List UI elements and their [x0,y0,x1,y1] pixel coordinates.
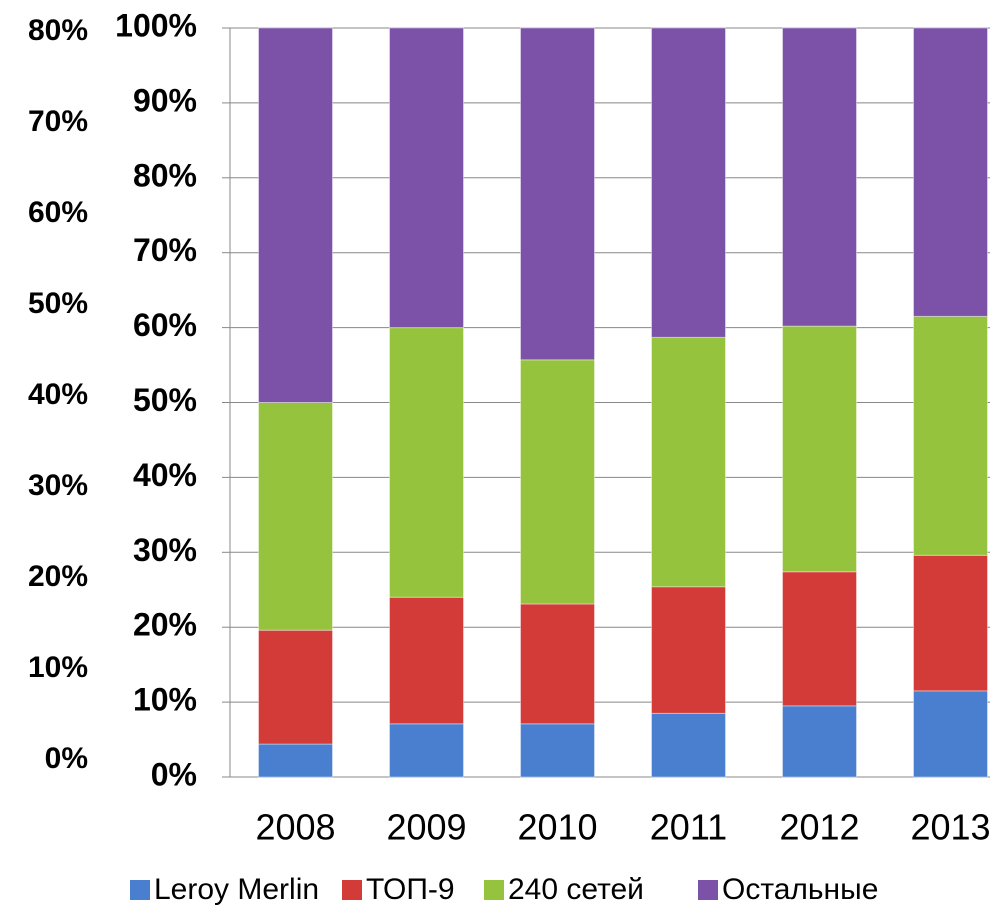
y-tick-label: 0% [151,756,197,792]
bar-segment [520,723,595,778]
bar-segment [389,327,464,598]
y2-tick-label: 20% [28,560,88,593]
bar-segment [913,554,988,692]
bar-segment [389,723,464,778]
y2-tick-label: 50% [28,287,88,320]
bar-segment [782,705,857,778]
y2-tick-label: 30% [28,469,88,502]
legend-label: Leroy Merlin [154,873,319,906]
y-tick-label: 100% [115,7,197,43]
legend-swatch [484,880,504,900]
y-tick-label: 80% [133,157,197,193]
bar-segment [782,325,857,573]
bar-segment [389,27,464,329]
legend-swatch [130,880,150,900]
bar-segment [651,586,726,714]
y2-tick-label: 10% [28,651,88,684]
y-tick-label: 30% [133,532,197,568]
x-tick-label: 2008 [255,807,335,848]
y-tick-label: 60% [133,307,197,343]
bar-segment [520,359,595,605]
bar-segment [651,712,726,778]
y2-tick-label: 70% [28,105,88,138]
y2-tick-label: 40% [28,378,88,411]
bar-segment [913,690,988,778]
y-tick-label: 10% [133,682,197,718]
bar-segment [782,27,857,327]
y2-tick-label: 80% [28,14,88,47]
bar-segment [520,603,595,725]
bar-segment [913,315,988,556]
x-tick-label: 2012 [779,807,859,848]
bar-segment [258,27,333,403]
bar-segment [651,336,726,588]
x-tick-label: 2013 [910,807,990,848]
legend-label: ТОП-9 [366,873,455,906]
y-tick-label: 90% [133,82,197,118]
y2-tick-label: 0% [45,742,88,775]
x-tick-label: 2009 [386,807,466,848]
y2-tick-label: 60% [28,196,88,229]
legend-label: Остальные [722,873,878,906]
bar-segment [258,629,333,745]
bar-segment [389,596,464,725]
legend-swatch [698,880,718,900]
legend-label: 240 сетей [508,873,644,906]
bar-segment [913,27,988,317]
bar-segment [258,743,333,778]
y-tick-label: 20% [133,607,197,643]
bar-segment [258,402,333,631]
y-tick-label: 70% [133,232,197,268]
bar-segment [782,571,857,707]
bar-segment [651,27,726,338]
y-tick-label: 40% [133,457,197,493]
bar-segment [520,27,595,361]
x-tick-label: 2010 [517,807,597,848]
y-tick-label: 50% [133,382,197,418]
x-tick-label: 2011 [650,807,727,848]
legend-swatch [342,880,362,900]
